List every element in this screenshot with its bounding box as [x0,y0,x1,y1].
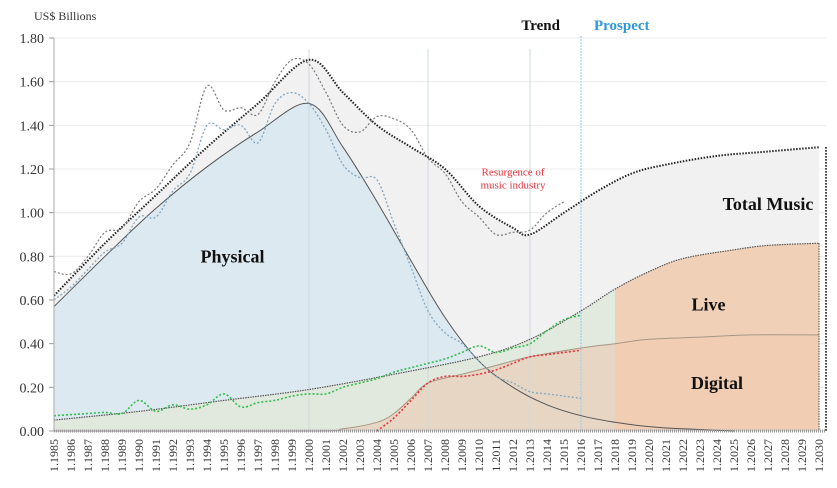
x-tick-label: 1.1991 [149,439,163,472]
x-tick-label: 1.2021 [659,439,673,472]
y-tick-label: 0.40 [20,338,45,353]
region-label-total-music: Total Music [723,194,814,214]
line-physical-trend [53,102,735,432]
line-live-trend [53,242,820,421]
x-tick-label: 1.1995 [217,439,231,472]
area-physical [54,103,734,432]
x-tick-label: 1.2020 [642,439,656,472]
y-tick-label: 0.60 [20,294,45,309]
x-tick-label: 1.2027 [761,439,775,472]
area-prospect-highlight [615,243,819,431]
y-tick-label: 1.20 [20,163,45,178]
x-tick-label: 1.1997 [251,439,265,472]
x-tick-label: 1.2029 [795,439,809,472]
x-tick-label: 1.1993 [183,439,197,472]
x-tick-label: 1.2017 [591,439,605,472]
y-tick-label: 1.80 [20,32,45,47]
y-tick-label: 1.60 [20,76,45,91]
trend-header: Trend [521,18,560,34]
line-digital-trend [53,334,820,432]
y-tick-label: 1.00 [20,207,45,222]
line-live-actual [53,314,582,417]
area-layers [54,36,819,432]
x-tick-label: 1.2001 [319,439,333,472]
x-tick-label: 1.2013 [523,439,537,472]
x-tick-label: 1.1994 [200,439,214,472]
x-tick-label: 1.2005 [387,439,401,472]
x-tick-label: 1.2003 [353,439,367,472]
line-digital-actual [376,349,582,432]
x-tick-label: 1.1990 [132,439,146,472]
x-tick-label: 1.2028 [778,439,792,472]
y-tick-label: 0.20 [20,381,45,396]
line-total-trend [53,58,820,297]
x-tick-label: 1.1987 [81,439,95,472]
region-label-physical: Physical [200,246,264,266]
line-physical-actual [53,91,582,399]
x-tick-label: 1.1999 [285,439,299,472]
x-tick-label: 1.2010 [472,439,486,472]
x-tick-label: 1.2022 [676,439,690,472]
x-tick-label: 1.2009 [455,439,469,472]
x-tick-label: 1.1996 [234,439,248,472]
x-tick-label: 1.2002 [336,439,350,472]
x-tick-label: 1.2004 [370,439,384,472]
x-tick-label: 1.2025 [727,439,741,472]
line-layers [53,57,827,432]
x-tick-label: 1.2011 [489,439,503,472]
y-tick-label: 0.80 [20,250,45,265]
x-tick-label: 1.1988 [98,439,112,472]
x-tick-label: 1.2016 [574,439,588,472]
x-tick-label: 1.2019 [625,439,639,472]
x-tick-label: 1.2026 [744,439,758,472]
region-label-digital: Digital [691,373,743,393]
y-tick-label: 0.00 [20,425,45,440]
x-tick-label: 1.1998 [268,439,282,472]
x-tick-label: 1.1989 [115,439,129,472]
axes: 0.00 0.20 0.40 0.60 0.80 1.00 1.20 1.40 1.60 1.80… [20,32,826,472]
y-tick-label: 1.40 [20,119,45,134]
x-tick-label: 1.2018 [608,439,622,472]
prospect-header: Prospect [594,18,650,34]
annotation-line-1: Resurgence of [481,167,544,179]
x-tick-label: 1.2000 [302,439,316,472]
x-tick-label: 1.1986 [64,439,78,472]
x-tick-label: 1.2023 [693,439,707,472]
y-unit-label: US$ Billions [34,9,97,23]
x-tick-label: 1.2014 [540,439,554,472]
x-tick-label: 1.2015 [557,439,571,472]
x-tick-label: 1.2024 [710,439,724,472]
annotation-line-2: music industry [480,180,546,192]
x-tick-label: 1.1992 [166,439,180,472]
x-tick-label: 1.2008 [438,439,452,472]
region-label-live: Live [692,294,726,314]
x-tick-label: 1.2006 [404,439,418,472]
x-tick-label: 1.1985 [47,439,61,472]
x-tick-label: 1.2007 [421,439,435,472]
x-tick-label: 1.2012 [506,439,520,472]
line-total-actual [53,57,565,276]
x-tick-label: 1.2030 [812,439,826,472]
